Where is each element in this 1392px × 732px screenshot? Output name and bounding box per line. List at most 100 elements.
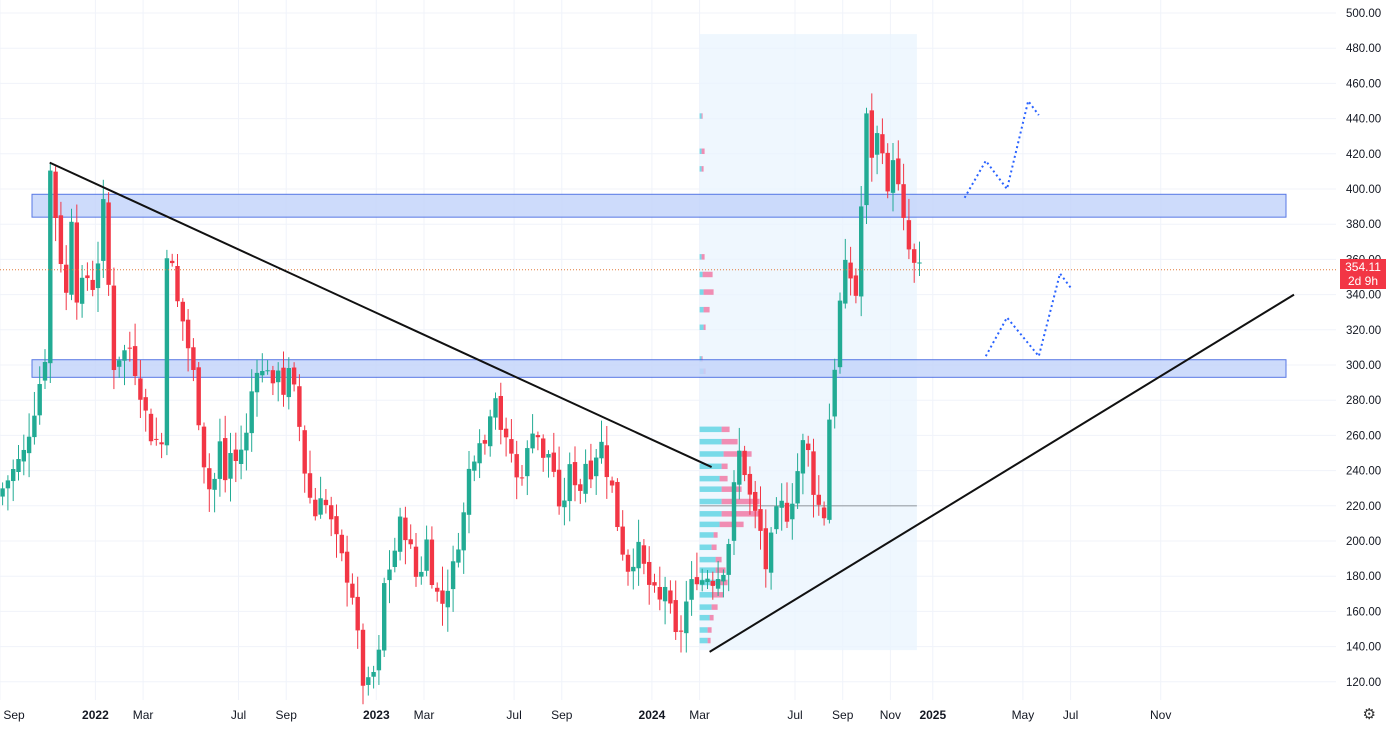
candle-body: [350, 583, 355, 598]
candle-body: [334, 516, 339, 535]
candle-body: [625, 554, 631, 572]
candle-body: [705, 578, 710, 583]
candle-body: [678, 630, 684, 632]
candle-body: [207, 468, 212, 490]
candle-body: [742, 450, 747, 476]
candle-body: [111, 285, 117, 371]
candle-body: [556, 469, 562, 507]
x-tick-label: Mar: [689, 708, 710, 722]
candle-body: [127, 347, 132, 349]
y-tick-label: 180.00: [1346, 571, 1381, 583]
y-tick-label: 380.00: [1346, 219, 1381, 231]
volume-profile-up: [699, 637, 708, 644]
candle-body: [276, 370, 281, 383]
candle-body: [821, 507, 827, 519]
candle-body: [657, 586, 662, 600]
candle-body: [217, 441, 223, 479]
candle-body: [912, 249, 917, 263]
candle-body: [710, 581, 715, 586]
volume-profile-down: [703, 306, 710, 313]
gear-icon[interactable]: ⚙: [1362, 706, 1376, 723]
candle-body: [790, 503, 795, 520]
candle-body: [652, 582, 657, 586]
y-tick-label: 140.00: [1346, 642, 1381, 654]
candle-body: [530, 433, 535, 449]
candle-body: [466, 468, 472, 515]
volume-profile-down: [701, 356, 703, 362]
candle-body: [42, 362, 48, 381]
candle-body: [307, 473, 313, 498]
candle-body: [763, 528, 768, 570]
y-tick-label: 480.00: [1346, 43, 1381, 55]
candle-body: [731, 482, 737, 541]
candle-body: [647, 561, 652, 585]
candle-body: [779, 500, 784, 508]
candle-body: [594, 457, 599, 477]
volume-profile-down: [711, 604, 718, 610]
y-tick-label: 280.00: [1346, 395, 1381, 407]
volume-profile-up: [699, 556, 716, 563]
candle-body: [747, 473, 753, 495]
candle-body: [440, 590, 445, 604]
candle-body: [58, 215, 64, 264]
candle-body: [16, 459, 21, 473]
volume-profile-up: [699, 627, 708, 633]
candle-body: [329, 505, 334, 520]
candle-body: [228, 453, 233, 479]
candle-body: [132, 346, 138, 376]
volume-profile-up: [699, 324, 704, 331]
candle-body: [641, 545, 647, 564]
x-tick-label: Sep: [3, 708, 25, 722]
volume-profile-up: [699, 532, 714, 538]
candle-body: [0, 488, 5, 497]
volume-profile-up: [699, 592, 714, 598]
candle-body: [21, 449, 26, 462]
x-tick-label: Jul: [1063, 708, 1078, 722]
candle-body: [297, 386, 302, 427]
candle-body: [874, 133, 880, 155]
candle-body: [392, 550, 397, 567]
volume-profile-up: [699, 614, 710, 621]
y-tick-label: 300.00: [1346, 360, 1381, 372]
x-tick-label: May: [1012, 708, 1035, 722]
y-tick-label: 420.00: [1346, 149, 1381, 161]
x-tick-label: Mar: [414, 708, 435, 722]
candle-body: [69, 221, 74, 295]
x-tick-label: Sep: [276, 708, 298, 722]
candle-body: [588, 460, 594, 480]
candle-body: [551, 452, 556, 472]
candle-body: [95, 263, 101, 289]
candle-body: [567, 464, 572, 502]
candle-body: [758, 509, 763, 531]
candle-body: [620, 526, 625, 555]
volume-profile-up: [699, 486, 722, 492]
y-tick-label: 400.00: [1346, 184, 1381, 196]
candle-body: [154, 438, 159, 440]
x-tick-label: Jul: [231, 708, 246, 722]
volume-profile-up: [699, 148, 702, 155]
candle-body: [159, 442, 164, 445]
candle-body: [694, 577, 700, 585]
candle-body: [631, 566, 636, 572]
candle-body: [541, 438, 546, 458]
y-tick-label: 320.00: [1346, 325, 1381, 337]
candle-body: [774, 506, 779, 530]
candle-body: [837, 300, 843, 368]
candle-body: [138, 378, 143, 400]
candle-body: [233, 449, 238, 462]
candle-body: [260, 371, 265, 376]
candle-body: [599, 441, 604, 459]
candle-body: [323, 499, 329, 506]
candle-body: [472, 461, 477, 471]
candle-body: [366, 677, 371, 685]
y-tick-label: 460.00: [1346, 78, 1381, 90]
volume-profile-down: [701, 148, 705, 155]
candle-body: [843, 259, 848, 304]
candle-body: [795, 471, 800, 504]
volume-profile-down: [701, 113, 703, 119]
x-tick-label: Sep: [551, 708, 573, 722]
candle-body: [339, 534, 344, 554]
candle-body: [535, 435, 541, 438]
